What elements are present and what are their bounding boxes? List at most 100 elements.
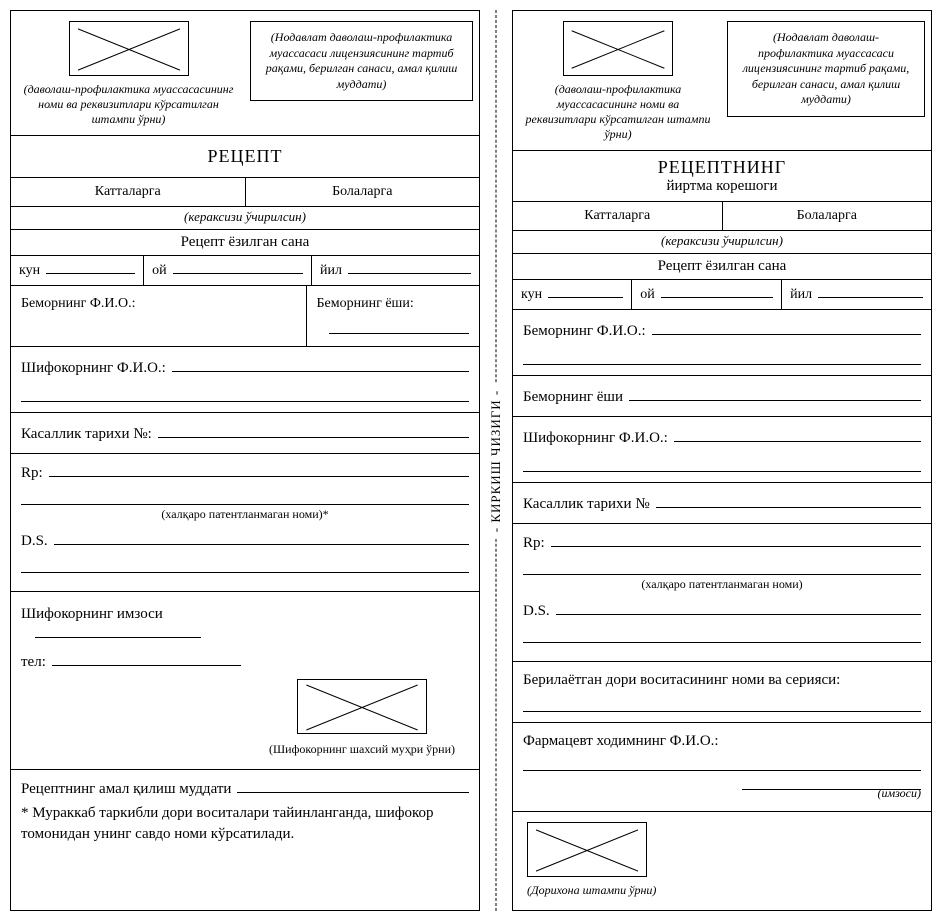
year-label-r: йил bbox=[790, 287, 812, 303]
left-signature-block: Шифокорнинг имзоси и тел: (Шифокорнинг ш… bbox=[11, 591, 479, 769]
left-strike-note: (кераксизи ўчирилсин) bbox=[11, 206, 479, 229]
day-cell-r: кун bbox=[513, 280, 631, 309]
day-field-r[interactable] bbox=[548, 284, 623, 298]
rp-note: (халқаро патентланмаган номи)* bbox=[21, 507, 469, 522]
doctor-fio-field[interactable] bbox=[172, 357, 469, 372]
ds-field-2[interactable] bbox=[21, 558, 469, 573]
doctor-fio-field-2[interactable] bbox=[21, 387, 469, 402]
license-box-r: (Нодавлат даволаш-профилактика муассасас… bbox=[727, 21, 925, 117]
right-title-line2: йиртма корешоги bbox=[517, 178, 927, 195]
license-box: (Нодавлат даволаш-профилактика муассасас… bbox=[250, 21, 473, 101]
rp-label: Rp: bbox=[21, 465, 43, 482]
right-strike-note: (кераксизи ўчирилсин) bbox=[513, 230, 931, 253]
ds-field-1[interactable] bbox=[54, 530, 469, 545]
pharmacist-fio-label: Фармацевт ходимнинг Ф.И.О.: bbox=[523, 733, 921, 750]
patient-age-cell: Беморнинг ёши: ё bbox=[306, 286, 480, 346]
validity-field[interactable] bbox=[237, 778, 469, 793]
doctor-fio-label-r: Шифокорнинг Ф.И.О.: bbox=[523, 430, 668, 447]
right-patient-fio: Беморнинг Ф.И.О.: bbox=[513, 309, 931, 375]
doctor-seal-placeholder bbox=[297, 679, 427, 734]
month-label-r: ой bbox=[640, 287, 655, 303]
year-label: йил bbox=[320, 263, 342, 279]
right-patient-age: Беморнинг ёши bbox=[513, 375, 931, 416]
left-date-row: кун ой йил bbox=[11, 255, 479, 285]
ds-label-r: D.S. bbox=[523, 603, 550, 620]
doctor-seal-caption: (Шифокорнинг шахсий муҳри ўрни) bbox=[269, 742, 455, 757]
patient-age-field-r[interactable] bbox=[629, 386, 921, 401]
right-stamp-cell: (даволаш-профилактика муассасасининг ном… bbox=[519, 21, 717, 142]
day-label-r: кун bbox=[521, 287, 542, 303]
doctor-signature-label: Шифокорнинг имзоси bbox=[21, 606, 469, 623]
left-audience-row: Катталарга Болаларга bbox=[11, 177, 479, 206]
pharmacy-stamp-block: (Дорихона штампи ўрни) bbox=[513, 811, 931, 910]
children-cell-r: Болаларга bbox=[722, 202, 932, 230]
footnote-text: * Мураккаб таркибли дори воситалари тайи… bbox=[21, 803, 469, 844]
right-panel: (даволаш-профилактика муассасасининг ном… bbox=[512, 10, 932, 911]
left-doctor-fio: Шифокорнинг Ф.И.О.: bbox=[11, 346, 479, 412]
pharmacy-stamp-caption: (Дорихона штампи ўрни) bbox=[527, 883, 921, 898]
doctor-fio-field-r2[interactable] bbox=[523, 457, 921, 472]
left-footer: Рецептнинг амал қилиш муддати * Мураккаб… bbox=[11, 769, 479, 856]
right-doctor-fio: Шифокорнинг Ф.И.О.: bbox=[513, 416, 931, 482]
left-rp-block: Rp: (халқаро патентланмаган номи)* D.S. bbox=[11, 453, 479, 591]
drug-name-label: Берилаётган дори воситасининг номи ва се… bbox=[523, 672, 921, 689]
institution-stamp-caption-r: (даволаш-профилактика муассасасининг ном… bbox=[519, 82, 717, 142]
month-field-r[interactable] bbox=[661, 284, 773, 298]
patient-age-label-r: Беморнинг ёши bbox=[523, 389, 623, 406]
right-date-row: кун ой йил bbox=[513, 279, 931, 309]
patient-age-field[interactable] bbox=[329, 320, 469, 334]
right-date-title: Рецепт ёзилган сана bbox=[513, 253, 931, 279]
rp-field-1[interactable] bbox=[49, 462, 469, 477]
right-rp-block: Rp: (халқаро патентланмаган номи) D.S. bbox=[513, 523, 931, 661]
history-no-field[interactable] bbox=[158, 423, 469, 438]
year-field-r[interactable] bbox=[818, 284, 923, 298]
doctor-fio-field-r[interactable] bbox=[674, 427, 921, 442]
right-drug-name: Берилаётган дори воситасининг номи ва се… bbox=[513, 661, 931, 722]
left-title: РЕЦЕПТ bbox=[11, 135, 479, 177]
doctor-signature-field[interactable] bbox=[35, 623, 201, 638]
history-no-field-r[interactable] bbox=[656, 493, 921, 508]
ds-field-r2[interactable] bbox=[523, 628, 921, 643]
institution-stamp-placeholder-r bbox=[563, 21, 673, 76]
month-cell-r: ой bbox=[631, 280, 781, 309]
left-header: (даволаш-профилактика муассасасининг ном… bbox=[11, 11, 479, 135]
left-history-no: Касаллик тарихи №: bbox=[11, 412, 479, 453]
patient-fio-field-r2[interactable] bbox=[523, 350, 921, 365]
left-date-title: Рецепт ёзилган сана bbox=[11, 229, 479, 255]
history-no-label-r: Касаллик тарихи № bbox=[523, 496, 650, 513]
rp-field-r2[interactable] bbox=[523, 560, 921, 575]
left-stamp-cell: (даволаш-профилактика муассасасининг ном… bbox=[17, 21, 240, 127]
rp-field-2[interactable] bbox=[21, 490, 469, 505]
right-license-cell: (Нодавлат даволаш-профилактика муассасас… bbox=[727, 21, 925, 142]
cut-label: - КИРКИШ ЧИЗИГИ - bbox=[488, 383, 504, 538]
left-patient-row: Беморнинг Ф.И.О.: Беморнинг ёши: ё bbox=[11, 285, 479, 346]
right-pharmacist: Фармацевт ходимнинг Ф.И.О.: (имзоси) bbox=[513, 722, 931, 811]
patient-fio-label-r: Беморнинг Ф.И.О.: bbox=[523, 323, 646, 340]
doctor-fio-label: Шифокорнинг Ф.И.О.: bbox=[21, 360, 166, 377]
pharmacist-fio-field[interactable] bbox=[523, 756, 921, 771]
month-cell: ой bbox=[143, 256, 311, 285]
year-cell: йил bbox=[311, 256, 479, 285]
pharmacy-stamp-placeholder bbox=[527, 822, 647, 877]
day-field[interactable] bbox=[46, 260, 135, 274]
year-field[interactable] bbox=[348, 260, 471, 274]
patient-fio-cell: Беморнинг Ф.И.О.: bbox=[11, 286, 306, 346]
adults-cell: Катталарга bbox=[11, 178, 245, 206]
institution-stamp-caption: (даволаш-профилактика муассасасининг ном… bbox=[17, 82, 240, 127]
right-audience-row: Катталарга Болаларга bbox=[513, 201, 931, 230]
patient-fio-field-r[interactable] bbox=[652, 320, 921, 335]
tel-field[interactable] bbox=[52, 651, 241, 666]
rp-field-r1[interactable] bbox=[551, 532, 921, 547]
month-field[interactable] bbox=[173, 260, 303, 274]
tel-label: тел: bbox=[21, 654, 46, 671]
patient-fio-label: Беморнинг Ф.И.О.: bbox=[21, 296, 136, 311]
day-label: кун bbox=[19, 263, 40, 279]
rp-label-r: Rp: bbox=[523, 535, 545, 552]
drug-name-field[interactable] bbox=[523, 697, 921, 712]
prescription-form: (даволаш-профилактика муассасасининг ном… bbox=[10, 10, 932, 911]
day-cell: кун bbox=[11, 256, 143, 285]
patient-age-label: Беморнинг ёши: bbox=[317, 296, 414, 311]
ds-field-r1[interactable] bbox=[556, 600, 921, 615]
month-label: ой bbox=[152, 263, 167, 279]
right-history-no: Касаллик тарихи № bbox=[513, 482, 931, 523]
